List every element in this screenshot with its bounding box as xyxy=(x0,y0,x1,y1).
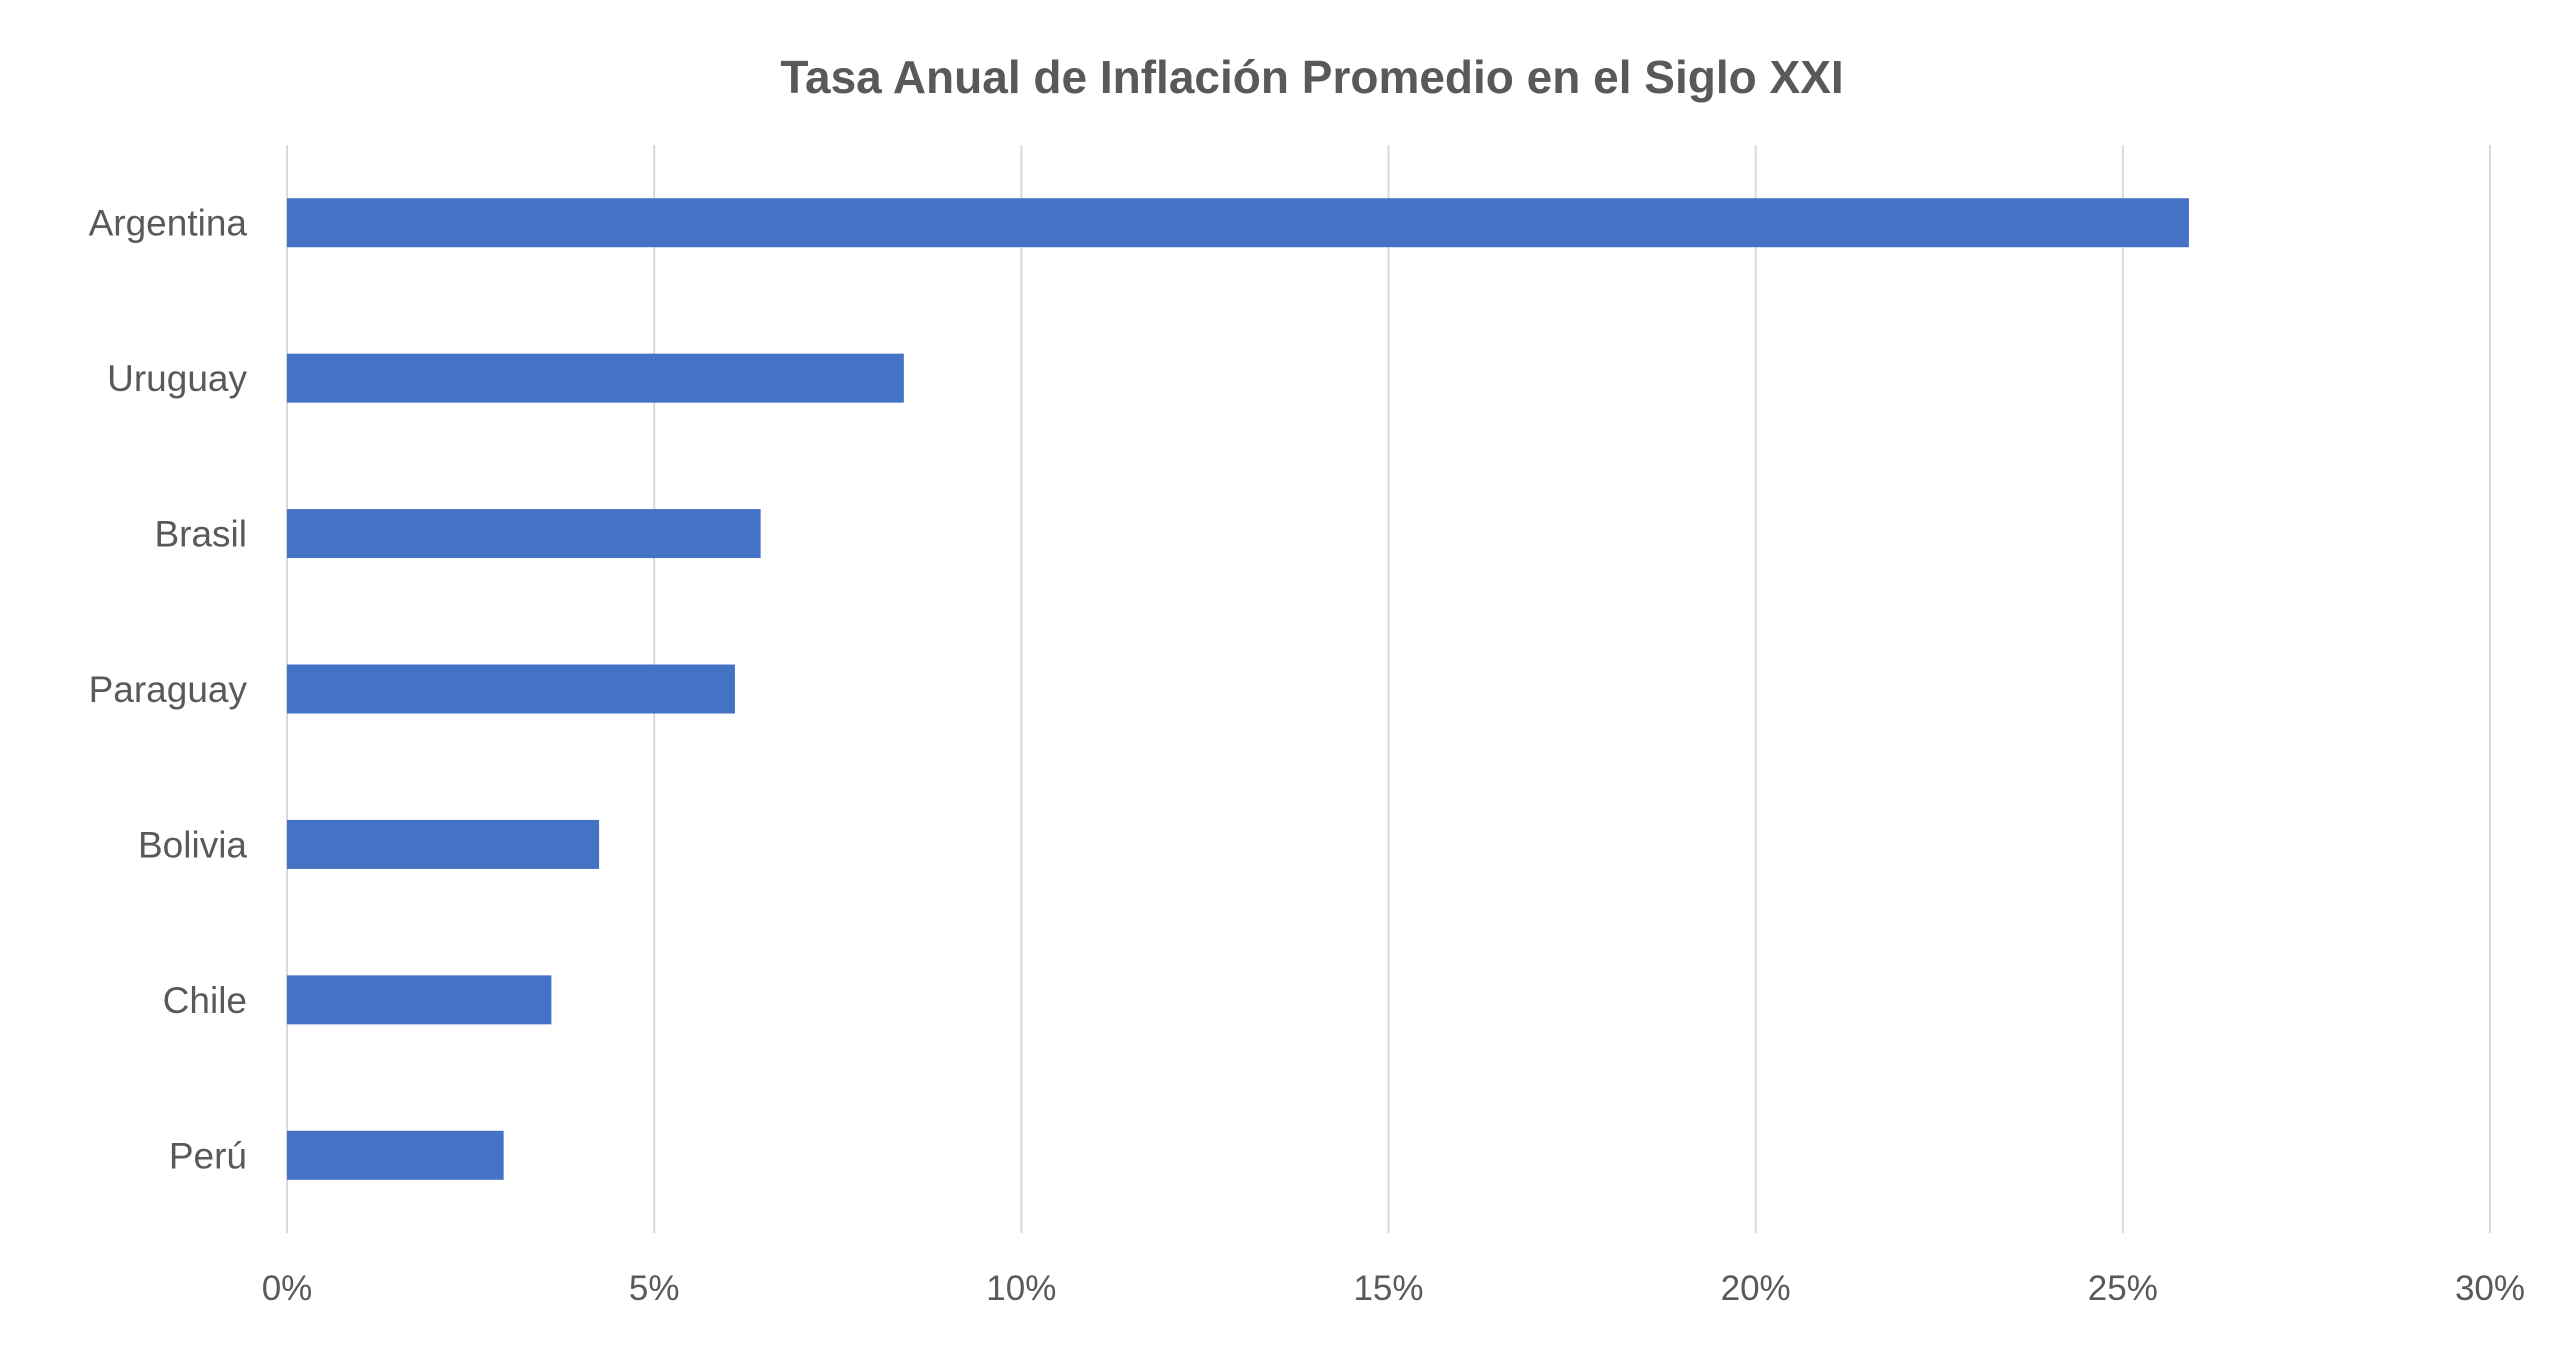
bar xyxy=(287,509,761,559)
x-tick-label: 25% xyxy=(2088,1269,2158,1308)
category-labels: Argentina Uruguay Brasil Paraguay Bolivia Chi… xyxy=(89,203,248,1177)
gridlines xyxy=(286,145,2491,1233)
bars xyxy=(287,198,2189,1180)
bar xyxy=(287,664,735,714)
x-tick-label: 10% xyxy=(986,1269,1056,1308)
bar xyxy=(287,1130,504,1180)
x-tick-labels: 0% 5% 10% 15% 20% 25% 30% xyxy=(262,1269,2525,1308)
x-tick-label: 15% xyxy=(1353,1269,1423,1308)
bar xyxy=(287,975,552,1025)
category-label: Paraguay xyxy=(89,669,248,710)
category-label: Uruguay xyxy=(107,358,247,399)
chart-title: Tasa Anual de Inflación Promedio en el S… xyxy=(780,51,1843,103)
bar xyxy=(287,198,2189,248)
bar xyxy=(287,819,600,869)
x-tick-label: 0% xyxy=(262,1269,313,1308)
category-label: Argentina xyxy=(89,203,248,244)
category-label: Bolivia xyxy=(138,824,247,865)
category-label: Perú xyxy=(169,1135,247,1176)
x-tick-label: 30% xyxy=(2455,1269,2525,1308)
x-tick-label: 20% xyxy=(1721,1269,1791,1308)
bar xyxy=(287,353,904,403)
category-label: Chile xyxy=(163,980,247,1021)
category-label: Brasil xyxy=(154,514,247,555)
x-tick-label: 5% xyxy=(629,1269,680,1308)
